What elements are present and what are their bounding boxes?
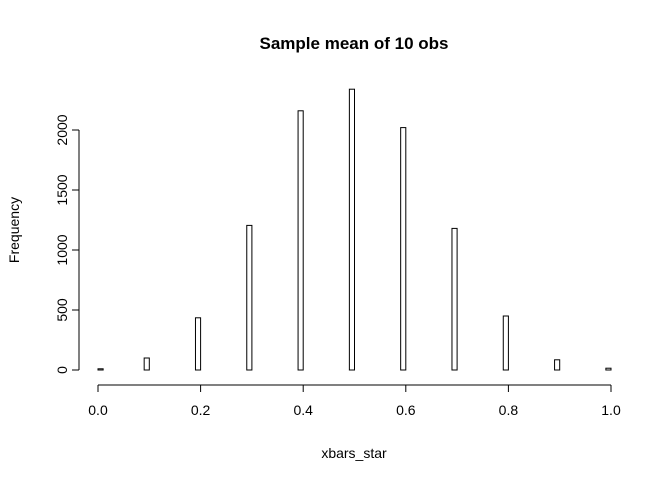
y-tick-label: 1500 xyxy=(54,174,70,205)
x-axis: 0.0 0.2 0.4 0.6 0.8 1.0 xyxy=(88,384,621,418)
y-axis: 0 500 1000 1500 2000 xyxy=(54,114,80,374)
y-tick-label: 2000 xyxy=(54,114,70,145)
bars-group xyxy=(97,88,612,371)
y-tick-label: 1000 xyxy=(54,234,70,265)
histogram-bar xyxy=(348,88,355,371)
histogram-bar xyxy=(97,368,104,371)
histogram-bar xyxy=(502,315,509,371)
x-tick-label: 1.0 xyxy=(601,402,621,418)
histogram-bar xyxy=(143,357,150,371)
x-axis-label: xbars_star xyxy=(321,445,387,461)
histogram-bar xyxy=(400,127,407,371)
histogram-bar xyxy=(605,367,612,371)
x-tick-label: 0.2 xyxy=(191,402,211,418)
histogram-bar xyxy=(451,227,458,371)
x-tick-label: 0.4 xyxy=(293,402,313,418)
x-tick-label: 0.8 xyxy=(499,402,519,418)
y-tick-label: 500 xyxy=(54,298,70,322)
histogram-bar xyxy=(246,224,253,371)
y-tick-label: 0 xyxy=(54,366,70,374)
y-axis-label: Frequency xyxy=(6,197,22,263)
x-tick-label: 0.6 xyxy=(396,402,416,418)
histogram-bar xyxy=(554,359,561,371)
chart-title: Sample mean of 10 obs xyxy=(260,34,449,53)
x-tick-label: 0.0 xyxy=(88,402,108,418)
histogram-bar xyxy=(194,317,202,371)
histogram-bar xyxy=(297,110,304,371)
